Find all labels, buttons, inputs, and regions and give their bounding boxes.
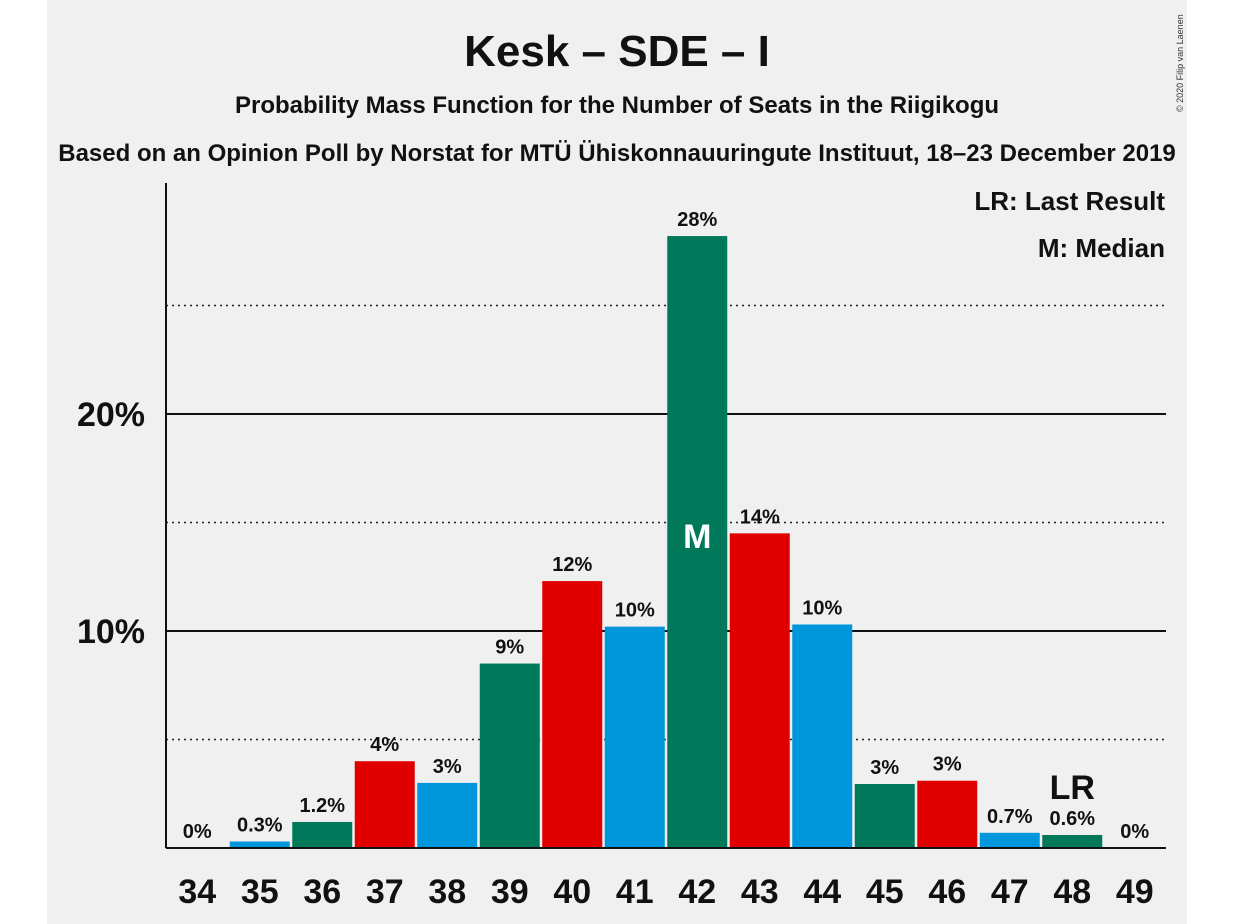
data-label-48: 0.6% bbox=[1049, 808, 1095, 830]
data-label-45: 3% bbox=[870, 757, 899, 779]
data-label-39: 9% bbox=[495, 637, 524, 659]
y-tick-label-0: 10% bbox=[77, 613, 145, 651]
chart-subtitle: Probability Mass Function for the Number… bbox=[235, 92, 999, 119]
bar-46 bbox=[917, 780, 978, 848]
x-tick-label-39: 39 bbox=[491, 873, 529, 911]
x-tick-label-38: 38 bbox=[428, 873, 466, 911]
x-tick-label-45: 45 bbox=[866, 873, 904, 911]
bar-44 bbox=[792, 624, 853, 848]
bar-40 bbox=[542, 581, 603, 848]
bars: 0% 0.3% 1.2% 4% 3% 9% 12% 10% 28% M 14% 10% 3% 3% 0.7%… bbox=[183, 209, 1149, 848]
x-tick-label-42: 42 bbox=[678, 873, 716, 911]
bar-38 bbox=[417, 782, 478, 848]
x-tick-label-34: 34 bbox=[178, 873, 216, 911]
bar-39 bbox=[479, 663, 540, 848]
chart-source: Based on an Opinion Poll by Norstat for … bbox=[58, 140, 1176, 167]
bar-47 bbox=[979, 832, 1040, 848]
data-label-47: 0.7% bbox=[987, 806, 1033, 828]
data-label-37: 4% bbox=[370, 734, 399, 756]
x-tick-label-44: 44 bbox=[803, 873, 841, 911]
x-tick-label-46: 46 bbox=[928, 873, 966, 911]
x-tick-label-49: 49 bbox=[1116, 873, 1154, 911]
y-tick-label-1: 20% bbox=[77, 396, 145, 434]
data-label-40: 12% bbox=[552, 554, 592, 576]
bar-41 bbox=[604, 626, 665, 848]
x-tick-label-40: 40 bbox=[553, 873, 591, 911]
data-label-46: 3% bbox=[933, 754, 962, 776]
bar-43 bbox=[729, 533, 790, 848]
legend-median: M: Median bbox=[1038, 233, 1165, 263]
x-tick-label-41: 41 bbox=[616, 873, 654, 911]
data-label-42: 28% bbox=[677, 209, 717, 231]
bar-36 bbox=[292, 821, 353, 848]
bar-48 bbox=[1042, 834, 1103, 848]
bar-37 bbox=[354, 761, 415, 848]
x-tick-label-48: 48 bbox=[1053, 873, 1091, 911]
legend-last-result: LR: Last Result bbox=[974, 186, 1165, 216]
data-label-44: 10% bbox=[802, 597, 842, 619]
chart-title: Kesk – SDE – I bbox=[464, 27, 770, 76]
data-label-49: 0% bbox=[1120, 821, 1149, 843]
x-axis: 34 35 36 37 38 39 40 41 42 43 44 45 46 47 48 49 bbox=[166, 847, 1166, 911]
data-label-34: 0% bbox=[183, 821, 212, 843]
x-tick-label-35: 35 bbox=[241, 873, 279, 911]
x-tick-label-36: 36 bbox=[303, 873, 341, 911]
x-tick-label-47: 47 bbox=[991, 873, 1029, 911]
x-tick-label-43: 43 bbox=[741, 873, 779, 911]
data-label-35: 0.3% bbox=[237, 814, 283, 836]
bar-42 bbox=[667, 236, 728, 848]
data-label-38: 3% bbox=[433, 756, 462, 778]
last-result-marker: LR bbox=[1050, 769, 1095, 807]
x-tick-label-37: 37 bbox=[366, 873, 404, 911]
data-label-43: 14% bbox=[740, 506, 780, 528]
bar-45 bbox=[854, 783, 915, 848]
data-label-36: 1.2% bbox=[299, 795, 345, 817]
data-label-41: 10% bbox=[615, 600, 655, 622]
y-axis: 10% 20% bbox=[77, 183, 167, 848]
gridlines bbox=[166, 304, 1166, 741]
bar-35 bbox=[229, 841, 290, 848]
median-marker: M bbox=[683, 518, 711, 556]
copyright-notice: © 2020 Filip van Laenen bbox=[1175, 14, 1185, 112]
